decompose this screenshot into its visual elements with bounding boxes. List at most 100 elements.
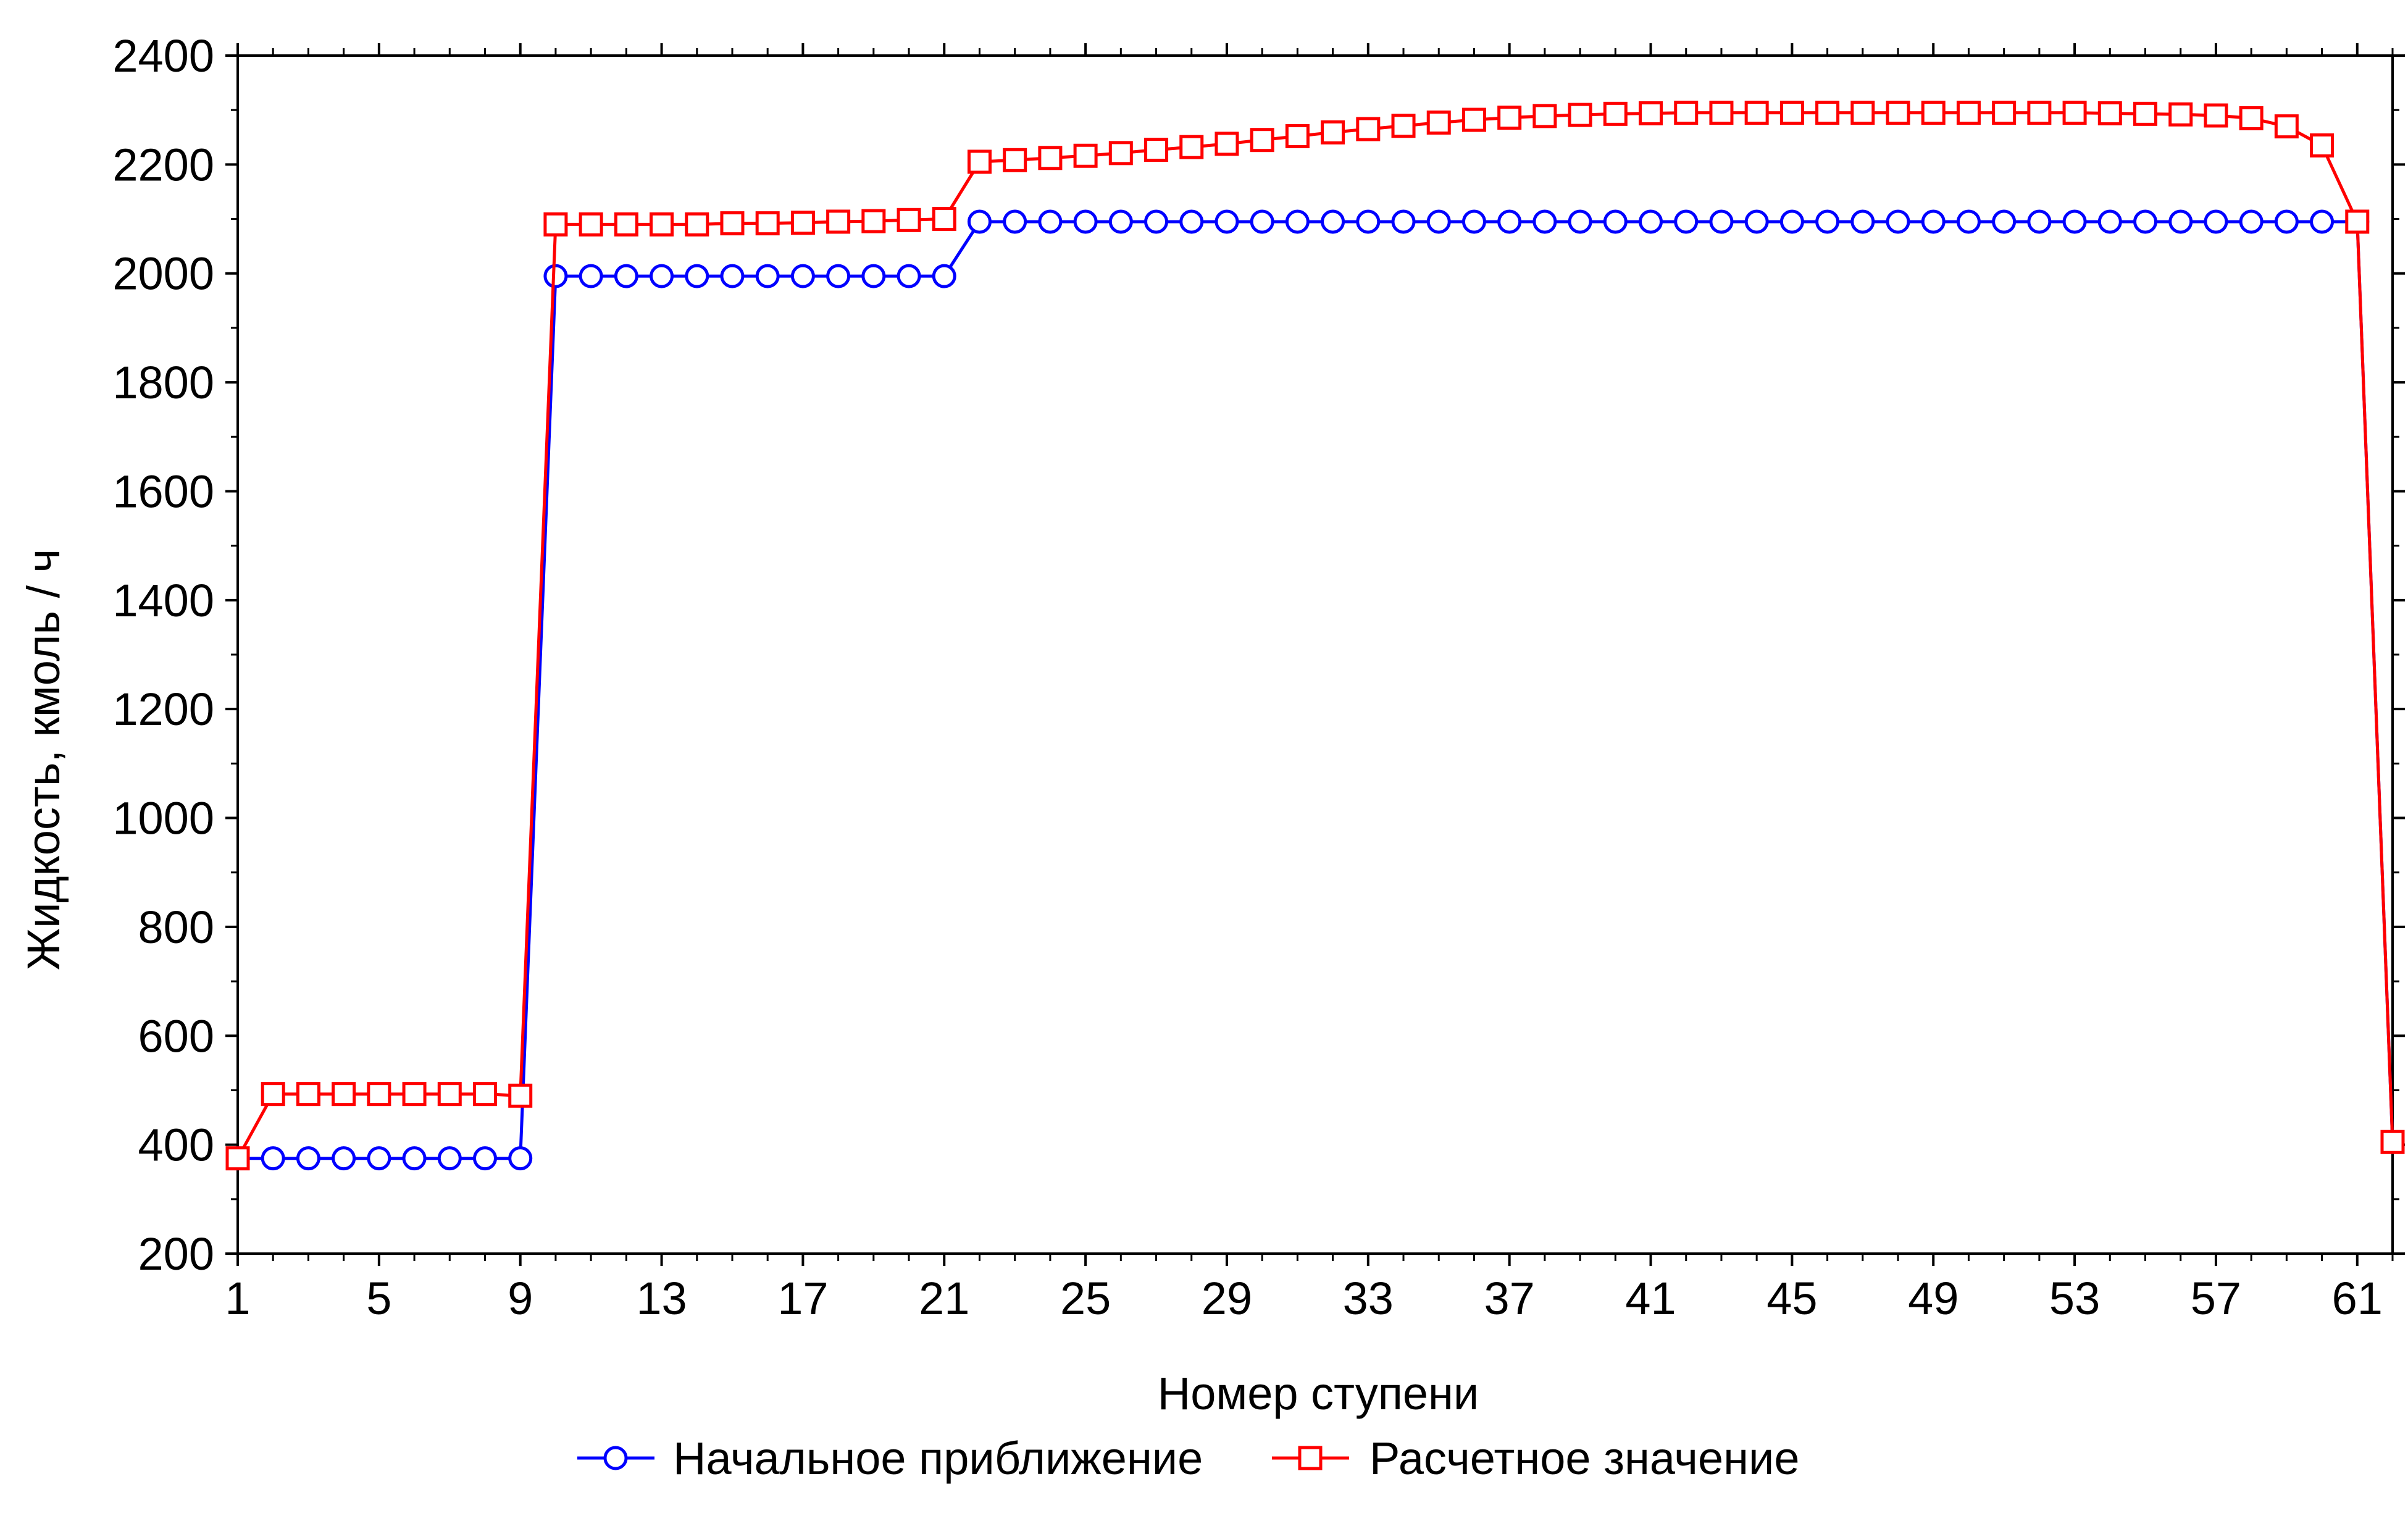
data-point xyxy=(755,264,780,288)
legend-item-calculated: Расчетное значение xyxy=(1272,1433,1800,1484)
data-point xyxy=(2274,114,2299,139)
data-point xyxy=(1426,110,1451,135)
x-tick-label: 57 xyxy=(2191,1273,2241,1324)
data-point xyxy=(826,209,851,234)
data-point xyxy=(1285,209,1310,234)
data-point xyxy=(296,1082,320,1107)
data-point xyxy=(1639,101,1663,125)
data-point xyxy=(2274,209,2299,234)
data-point xyxy=(508,1083,533,1108)
data-point xyxy=(861,209,886,233)
data-point xyxy=(1850,209,1875,234)
x-tick-label: 17 xyxy=(777,1273,828,1324)
y-tick-label: 1600 xyxy=(112,466,214,517)
x-tick-label: 41 xyxy=(1625,1273,1676,1324)
data-point xyxy=(2027,101,2052,125)
data-point xyxy=(437,1146,462,1171)
y-tick-label: 2200 xyxy=(112,139,214,190)
data-point xyxy=(1321,209,1345,234)
data-point xyxy=(720,211,745,236)
plot-series xyxy=(225,101,2405,1171)
data-point xyxy=(1285,124,1310,149)
data-point xyxy=(1956,101,1981,125)
data-point xyxy=(2345,209,2370,234)
x-tick-label: 1 xyxy=(225,1273,250,1324)
data-point xyxy=(1497,209,1522,234)
data-point xyxy=(720,264,745,288)
data-point xyxy=(508,1146,533,1171)
data-point xyxy=(1532,104,1557,128)
y-tick-label: 2000 xyxy=(112,248,214,300)
x-tick-label: 61 xyxy=(2332,1273,2383,1324)
data-point xyxy=(861,264,886,288)
data-point xyxy=(1850,101,1875,125)
data-point xyxy=(1461,209,1486,234)
data-point xyxy=(1214,209,1239,234)
legend-item-initial: Начальное приближение xyxy=(577,1433,1203,1484)
y-tick-label: 400 xyxy=(138,1120,214,1171)
data-point xyxy=(579,264,603,288)
data-point xyxy=(1744,209,1769,234)
data-point xyxy=(1603,209,1628,234)
y-axis-title: Жидкость, кмоль / ч xyxy=(18,549,69,971)
data-point xyxy=(1108,209,1133,234)
data-point xyxy=(225,1146,250,1171)
data-point xyxy=(1073,209,1098,234)
data-point xyxy=(614,264,638,288)
x-tick-label: 5 xyxy=(366,1273,391,1324)
data-point xyxy=(1779,209,1804,234)
data-point xyxy=(1709,101,1734,125)
x-tick-label: 53 xyxy=(2049,1273,2100,1324)
x-axis-ticks: 1 5 9 13 17 21 25 29 33 37 41 45 49 53 57 61 xyxy=(225,43,2394,1324)
data-point xyxy=(261,1082,285,1107)
data-point xyxy=(543,212,568,237)
data-point xyxy=(1461,107,1486,132)
y-axis-ticks: 200 400 600 800 1000 1200 1400 1600 1800 2000 2200… xyxy=(112,30,2405,1280)
data-point xyxy=(332,1146,356,1171)
series-2 xyxy=(225,101,2405,1171)
data-point xyxy=(932,207,956,232)
data-point xyxy=(1108,141,1133,166)
data-point xyxy=(1179,135,1204,159)
data-point xyxy=(2062,209,2087,234)
data-point xyxy=(367,1146,391,1171)
data-point xyxy=(1391,114,1416,138)
data-point xyxy=(1144,138,1169,162)
data-point xyxy=(2168,102,2193,127)
data-point xyxy=(1356,117,1381,141)
y-tick-label: 600 xyxy=(138,1010,214,1062)
x-tick-label: 25 xyxy=(1060,1273,1111,1324)
data-point xyxy=(826,264,851,288)
data-point xyxy=(967,149,992,174)
y-tick-label: 1000 xyxy=(112,793,214,844)
data-point xyxy=(2133,209,2158,234)
data-point xyxy=(472,1082,497,1107)
x-tick-label: 21 xyxy=(919,1273,969,1324)
data-point xyxy=(897,264,921,288)
data-point xyxy=(1073,143,1098,168)
data-point xyxy=(261,1146,285,1171)
data-point xyxy=(1815,209,1840,234)
data-point xyxy=(2097,101,2122,125)
data-point xyxy=(650,264,674,288)
data-point xyxy=(1992,209,2017,234)
data-point xyxy=(1250,128,1274,153)
data-point xyxy=(1779,101,1804,125)
data-point xyxy=(1038,146,1063,170)
data-point xyxy=(1921,101,1946,125)
y-tick-label: 1800 xyxy=(112,357,214,408)
data-point xyxy=(2204,209,2228,234)
data-point xyxy=(1250,209,1274,234)
series-line xyxy=(238,220,2394,1160)
data-point xyxy=(1674,101,1699,125)
data-point xyxy=(2380,1130,2405,1154)
data-point xyxy=(1956,209,1981,234)
data-point xyxy=(296,1146,320,1171)
data-point xyxy=(472,1146,497,1171)
data-point xyxy=(1003,209,1027,234)
data-point xyxy=(1886,209,1910,234)
legend-marker-circle xyxy=(603,1446,628,1470)
data-point xyxy=(579,212,603,237)
data-point xyxy=(402,1146,427,1171)
data-point xyxy=(332,1082,356,1107)
